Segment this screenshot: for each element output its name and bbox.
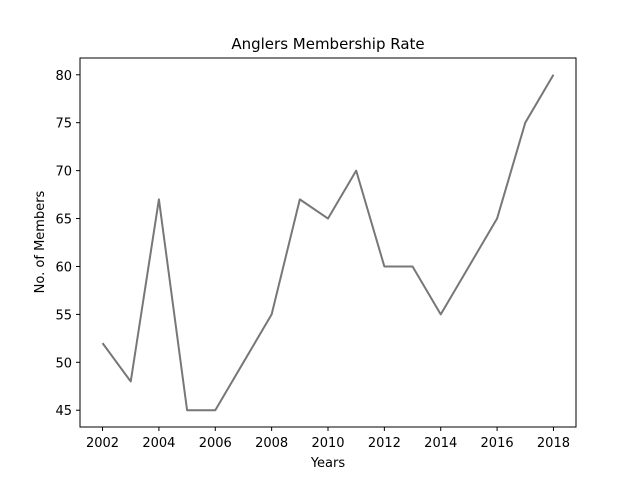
y-axis-ticks: 45 50 55 60 65 70 75 80 — [55, 69, 80, 419]
series-group — [100, 72, 556, 413]
y-tick-label: 55 — [55, 308, 72, 323]
y-axis-label: No. of Members — [33, 190, 48, 293]
x-tick-label: 2016 — [481, 436, 514, 451]
data-point — [382, 264, 387, 269]
y-tick-label: 45 — [55, 404, 72, 419]
x-tick-label: 2014 — [424, 436, 457, 451]
x-axis-label: Years — [310, 456, 346, 471]
y-tick-label: 50 — [55, 356, 72, 371]
data-point — [297, 197, 302, 202]
x-axis-ticks: 2002 2004 2006 2008 2010 2012 2014 2016 2018 — [86, 427, 570, 451]
y-tick-label: 65 — [55, 213, 72, 228]
y-tick-label: 70 — [55, 165, 72, 180]
y-tick-label: 60 — [55, 260, 72, 275]
data-point — [213, 408, 218, 413]
x-tick-label: 2018 — [537, 436, 570, 451]
plot-area — [79, 57, 577, 428]
data-point — [326, 216, 331, 221]
x-tick-label: 2002 — [86, 436, 119, 451]
chart-title: Anglers Membership Rate — [231, 35, 424, 53]
data-point — [466, 264, 471, 269]
data-point — [410, 264, 415, 269]
data-point — [495, 216, 500, 221]
x-tick-label: 2008 — [255, 436, 288, 451]
data-point — [269, 312, 274, 317]
data-point — [241, 360, 246, 365]
data-point — [185, 408, 190, 413]
data-point — [354, 168, 359, 173]
data-point — [128, 379, 133, 384]
x-tick-label: 2010 — [311, 436, 344, 451]
series-line-0 — [101, 74, 555, 412]
y-tick-label: 75 — [55, 117, 72, 132]
x-tick-label: 2004 — [142, 436, 175, 451]
data-point — [523, 120, 528, 125]
data-point — [438, 312, 443, 317]
data-point — [551, 72, 556, 77]
y-tick-label: 80 — [55, 69, 72, 84]
data-point — [156, 197, 161, 202]
data-point — [100, 341, 105, 346]
x-tick-label: 2012 — [368, 436, 401, 451]
x-tick-label: 2006 — [199, 436, 232, 451]
